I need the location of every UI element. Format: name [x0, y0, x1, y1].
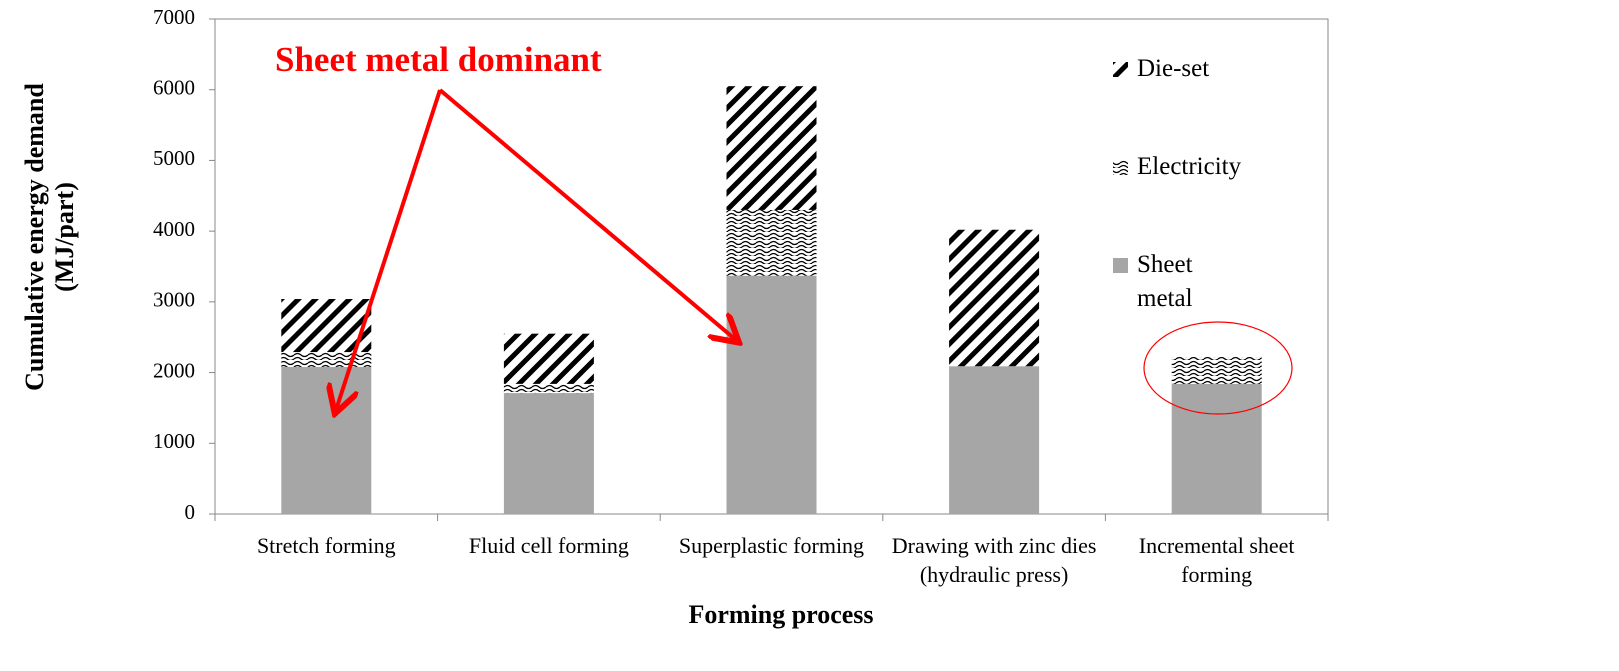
y-tick-label: 2000	[153, 358, 195, 382]
y-tick-label: 4000	[153, 217, 195, 241]
annotation-arrow	[336, 89, 442, 410]
bar-segment	[1171, 357, 1262, 384]
legend-swatch	[1113, 258, 1128, 273]
bar-segment	[1171, 383, 1262, 514]
bar-segment	[503, 393, 594, 514]
bar-segment	[726, 275, 817, 514]
y-tick-label: 7000	[153, 5, 195, 29]
y-tick-label: 3000	[153, 288, 195, 312]
x-tick-label: Stretch forming	[256, 533, 396, 558]
x-tick-label: Fluid cell forming	[468, 533, 629, 558]
bar-segment	[503, 383, 594, 394]
bar-segment	[503, 333, 594, 384]
y-tick-label: 6000	[153, 76, 195, 100]
bar-segment	[281, 352, 372, 367]
legend-swatch	[1113, 62, 1128, 77]
y-tick-label: 5000	[153, 146, 195, 170]
y-axis-title: Cumulative energy demand (MJ/part)	[20, 83, 79, 391]
y-tick-label: 0	[185, 500, 196, 524]
bar-segment	[726, 86, 817, 210]
annotation-arrow	[438, 88, 736, 340]
x-tick-label: Incremental sheet forming	[1138, 533, 1295, 587]
x-tick-label: Superplastic forming	[678, 533, 865, 558]
x-tick-label: Drawing with zinc dies (hydraulic press)	[891, 533, 1097, 587]
bar-segment	[726, 209, 817, 276]
y-tick-label: 1000	[153, 429, 195, 453]
highlight-ellipse	[1143, 321, 1293, 415]
annotation: Sheet metal dominant	[275, 40, 602, 79]
bar-segment	[281, 366, 372, 514]
legend-swatch	[1113, 160, 1128, 175]
bar-segment	[949, 366, 1040, 514]
x-axis-title: Forming process	[688, 600, 874, 629]
bar-segment	[949, 229, 1040, 367]
legend-label: Die-set	[1137, 55, 1210, 82]
legend-label: Sheet metal	[1137, 251, 1193, 312]
legend-label: Electricity	[1137, 153, 1242, 180]
